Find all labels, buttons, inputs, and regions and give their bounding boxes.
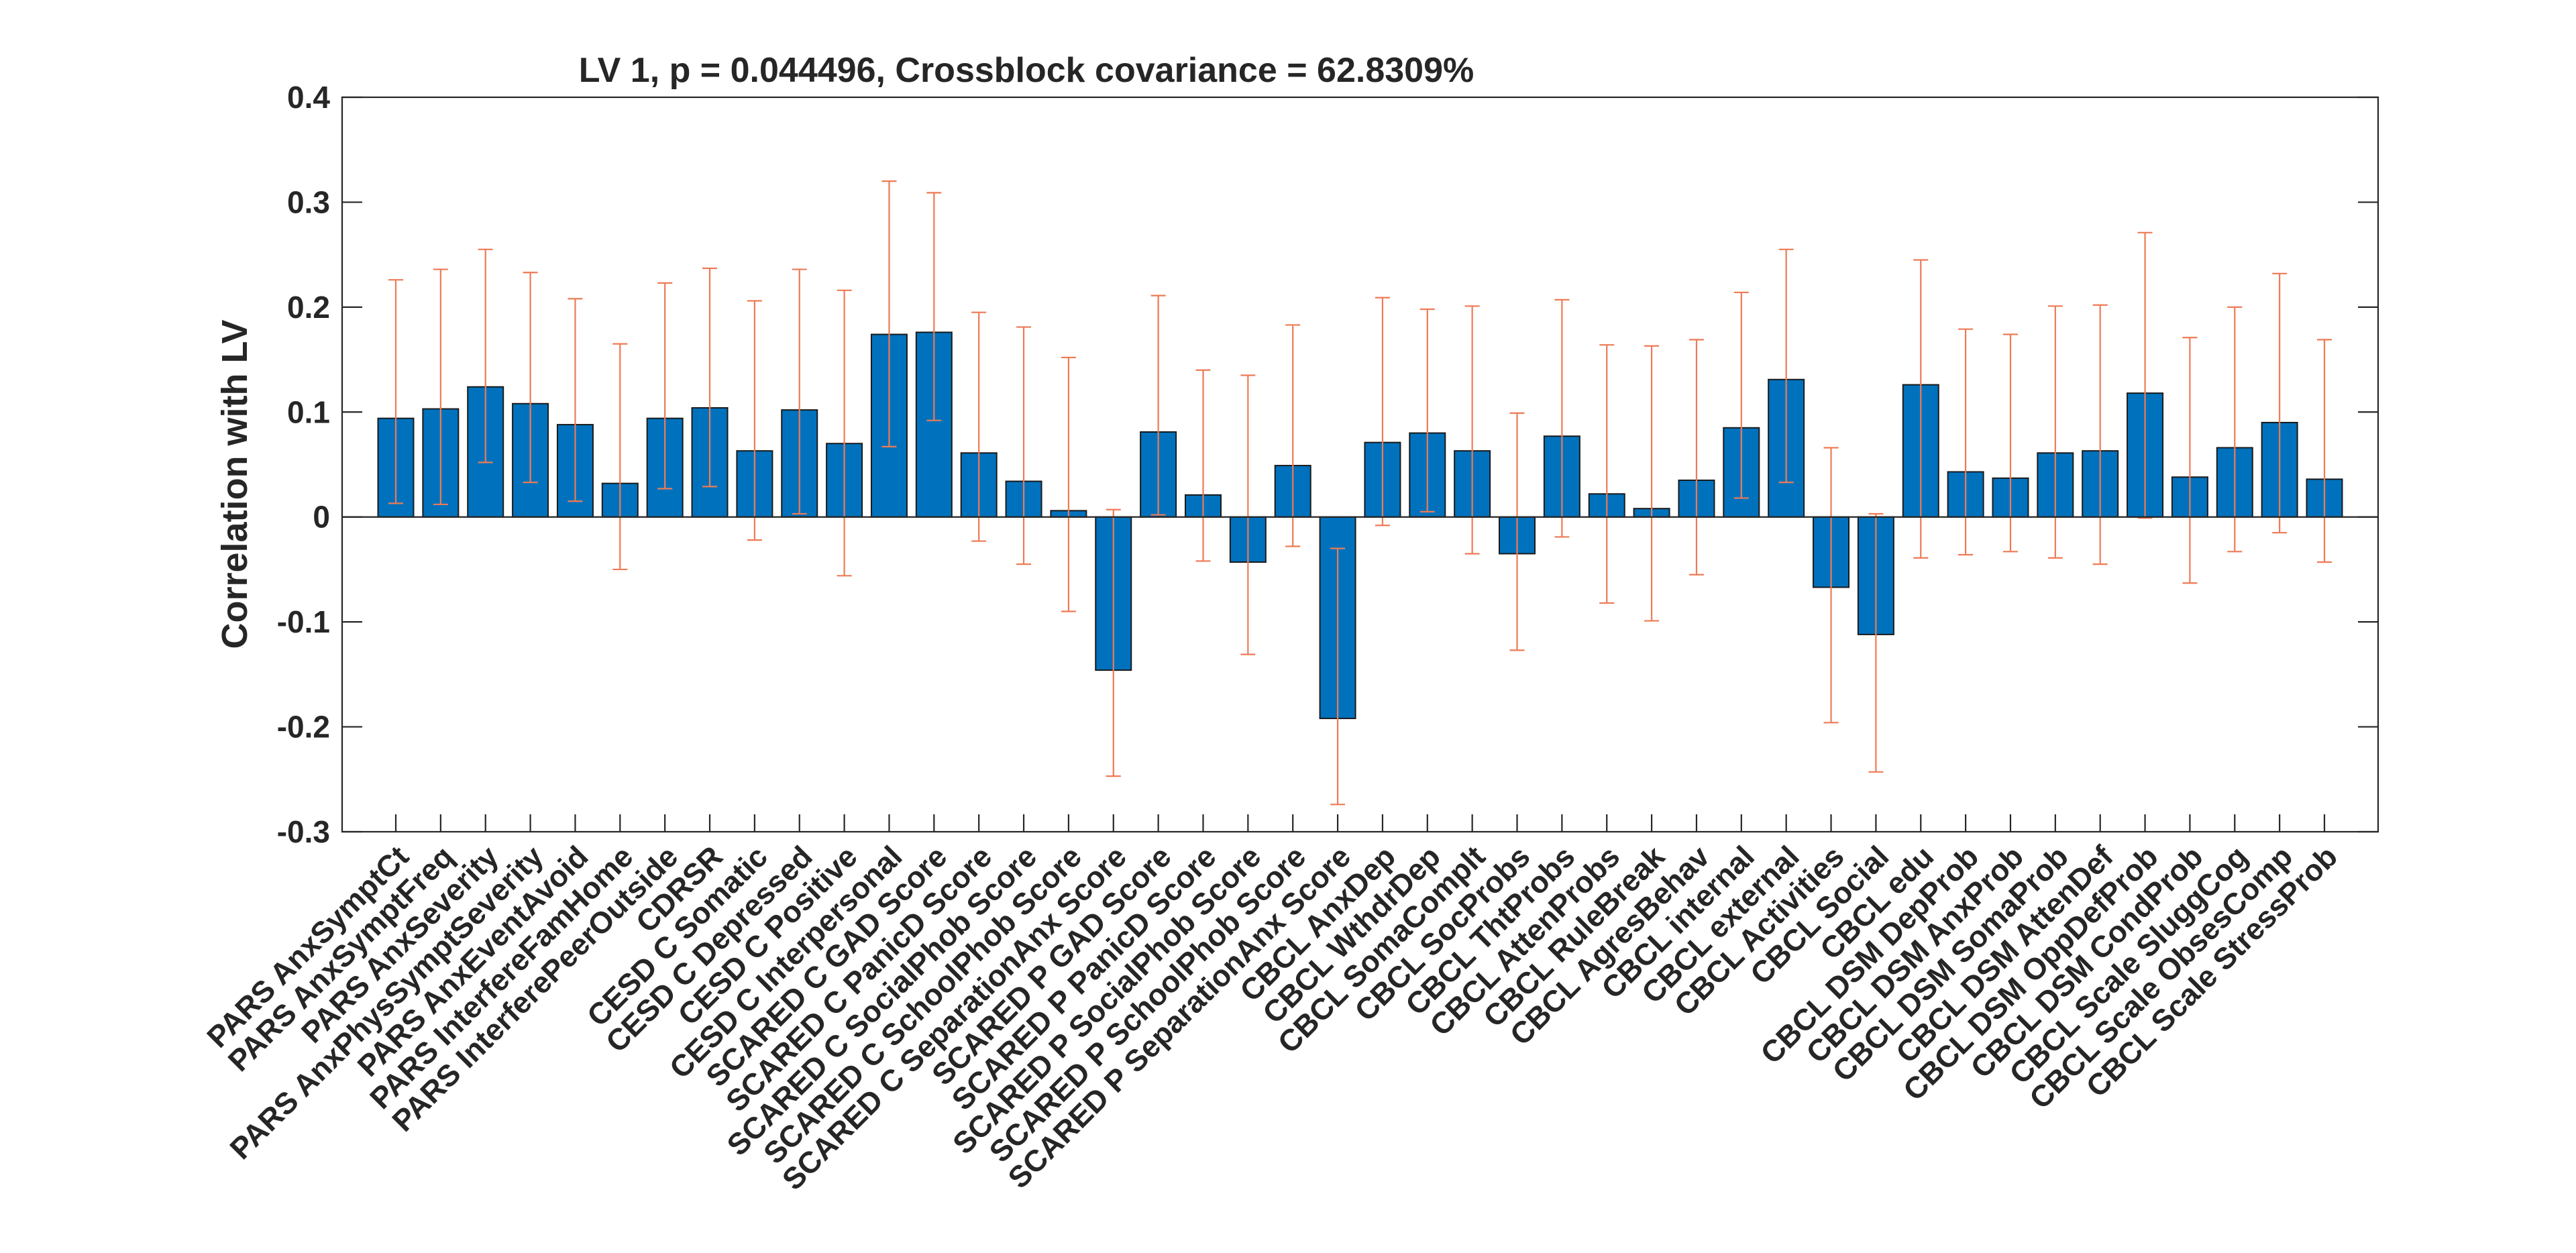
error-bar <box>1509 412 1525 651</box>
error-bar <box>837 289 852 577</box>
error-bar <box>2272 272 2288 534</box>
y-tick-label: 0 <box>313 500 330 535</box>
error-bar <box>2137 231 2153 519</box>
error-bar <box>2047 305 2063 559</box>
axes-box <box>341 96 2379 833</box>
y-tick-label: 0.4 <box>287 80 330 115</box>
error-bar <box>1330 547 1346 806</box>
error-bar <box>747 300 762 541</box>
error-bar <box>1240 374 1256 655</box>
error-bar <box>702 267 718 488</box>
y-tick-label: 0.2 <box>287 290 330 325</box>
error-bar <box>568 298 583 502</box>
error-bar <box>2002 333 2018 553</box>
error-bar <box>1016 326 1032 565</box>
error-bar <box>971 311 987 542</box>
error-bar <box>1778 248 1794 484</box>
error-bar <box>881 180 897 448</box>
error-bar <box>2182 337 2198 584</box>
error-bar <box>1375 296 1390 527</box>
error-bar <box>478 248 493 464</box>
error-bar <box>1823 447 1839 724</box>
error-bar <box>433 268 448 506</box>
error-bar <box>2092 304 2108 565</box>
error-bar <box>388 279 403 504</box>
axes-layer <box>341 96 2379 833</box>
error-bar <box>1150 294 1166 516</box>
bars-layer <box>377 331 2343 720</box>
errorbars-layer <box>388 180 2332 806</box>
error-bar <box>1958 328 1974 556</box>
error-bar <box>657 282 673 490</box>
error-bar <box>792 268 807 515</box>
error-bar <box>1868 512 1884 773</box>
error-bar <box>1285 324 1301 547</box>
y-tick-label: -0.2 <box>277 710 330 745</box>
y-tick-label: -0.1 <box>277 604 330 639</box>
error-bar <box>1733 291 1749 499</box>
error-bar <box>2317 339 2332 563</box>
error-bar <box>1106 508 1121 777</box>
error-bar <box>1419 308 1435 512</box>
error-bar <box>2227 306 2243 553</box>
error-bar <box>1913 259 1929 559</box>
error-bar <box>523 272 538 484</box>
error-bar <box>1554 298 1570 538</box>
error-bar <box>1688 339 1704 576</box>
y-tick-label: -0.3 <box>277 814 330 849</box>
error-bar <box>1599 344 1615 604</box>
y-tick-labels: -0.3 -0.2 -0.1 0 0.1 0.2 0.3 0.4 <box>277 80 331 849</box>
error-bar <box>1644 345 1660 622</box>
chart-title: LV 1, p = 0.044496, Crossblock covarianc… <box>579 51 1474 90</box>
error-bar <box>926 192 942 421</box>
error-bar <box>1464 305 1480 555</box>
y-axis-label: Correlation with LV <box>215 319 255 649</box>
y-tick-label: 0.1 <box>287 394 330 429</box>
error-bar <box>1195 369 1211 562</box>
error-bar <box>612 343 628 571</box>
error-bar <box>1061 356 1076 612</box>
y-tick-label: 0.3 <box>287 184 330 219</box>
